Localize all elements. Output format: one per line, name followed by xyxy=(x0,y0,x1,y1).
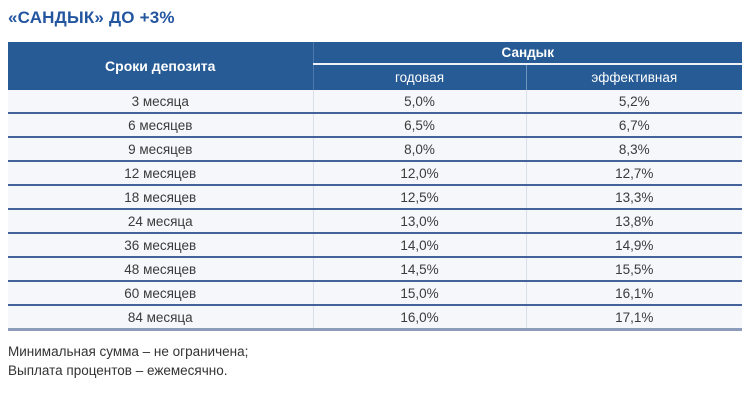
term-cell: 60 месяцев xyxy=(8,281,313,306)
table-row: 9 месяцев 8,0% 8,3% xyxy=(8,137,742,162)
effective-rate-cell: 12,7% xyxy=(525,161,742,186)
group-column-header: Сандык xyxy=(313,42,742,65)
term-column-header: Сроки депозита xyxy=(8,42,314,90)
term-cell: 9 месяцев xyxy=(8,137,313,162)
annual-rate-cell: 6,5% xyxy=(312,113,526,138)
table-row: 18 месяцев 12,5% 13,3% xyxy=(8,185,742,210)
effective-rate-cell: 17,1% xyxy=(525,305,742,331)
annual-rate-column-header: годовая xyxy=(313,64,526,90)
term-cell: 3 месяца xyxy=(8,90,313,114)
table-row: 48 месяцев 14,5% 15,5% xyxy=(8,257,742,282)
table-row: 3 месяца 5,0% 5,2% xyxy=(8,90,742,114)
footnote: Минимальная сумма – не ограничена; Выпла… xyxy=(8,342,742,380)
annual-rate-cell: 8,0% xyxy=(312,137,526,162)
page-title: «САНДЫК» ДО +3% xyxy=(8,8,175,27)
table-body: 3 месяца 5,0% 5,2% 6 месяцев 6,5% 6,7% 9… xyxy=(8,90,742,331)
effective-rate-cell: 14,9% xyxy=(525,233,742,258)
table-row: 24 месяца 13,0% 13,8% xyxy=(8,209,742,234)
annual-rate-cell: 15,0% xyxy=(312,281,526,306)
annual-rate-cell: 12,5% xyxy=(312,185,526,210)
table-row: 60 месяцев 15,0% 16,1% xyxy=(8,281,742,306)
annual-rate-cell: 14,5% xyxy=(312,257,526,282)
table-row: 36 месяцев 14,0% 14,9% xyxy=(8,233,742,258)
table-row: 12 месяцев 12,0% 12,7% xyxy=(8,161,742,186)
effective-rate-cell: 15,5% xyxy=(525,257,742,282)
annual-rate-cell: 12,0% xyxy=(312,161,526,186)
term-cell: 84 месяца xyxy=(8,305,313,331)
table-header: Сроки депозита Сандык годовая эффективна… xyxy=(8,42,742,90)
effective-rate-cell: 8,3% xyxy=(525,137,742,162)
deposit-rates-table: Сроки депозита Сандык годовая эффективна… xyxy=(8,42,742,331)
term-cell: 6 месяцев xyxy=(8,113,313,138)
annual-rate-cell: 5,0% xyxy=(312,90,526,114)
effective-rate-column-header: эффективная xyxy=(525,64,742,90)
footnote-line-payout: Выплата процентов – ежемесячно. xyxy=(8,363,228,378)
annual-rate-cell: 14,0% xyxy=(312,233,526,258)
effective-rate-cell: 5,2% xyxy=(525,90,742,114)
term-cell: 24 месяца xyxy=(8,209,313,234)
term-cell: 36 месяцев xyxy=(8,233,313,258)
table-row: 84 месяца 16,0% 17,1% xyxy=(8,305,742,331)
footnote-line-min-sum: Минимальная сумма – не ограничена; xyxy=(8,344,249,359)
effective-rate-cell: 6,7% xyxy=(525,113,742,138)
term-cell: 12 месяцев xyxy=(8,161,313,186)
annual-rate-cell: 16,0% xyxy=(312,305,526,331)
term-cell: 18 месяцев xyxy=(8,185,313,210)
effective-rate-cell: 13,8% xyxy=(525,209,742,234)
annual-rate-cell: 13,0% xyxy=(312,209,526,234)
effective-rate-cell: 16,1% xyxy=(525,281,742,306)
table-row: 6 месяцев 6,5% 6,7% xyxy=(8,113,742,138)
term-cell: 48 месяцев xyxy=(8,257,313,282)
effective-rate-cell: 13,3% xyxy=(525,185,742,210)
